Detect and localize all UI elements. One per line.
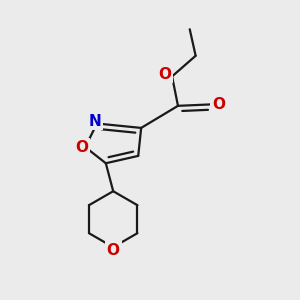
Text: O: O <box>75 140 88 154</box>
Text: O: O <box>107 243 120 258</box>
Text: O: O <box>158 67 171 82</box>
Text: O: O <box>212 97 225 112</box>
Text: N: N <box>88 114 101 129</box>
